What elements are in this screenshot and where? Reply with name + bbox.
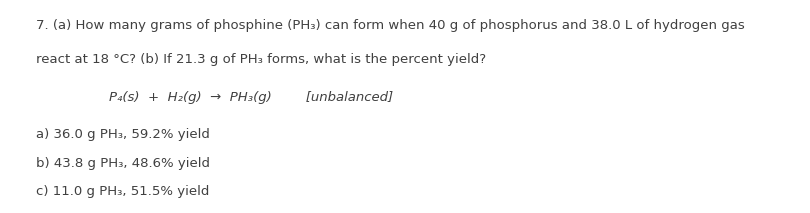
Text: react at 18 °C? (b) If 21.3 g of PH₃ forms, what is the percent yield?: react at 18 °C? (b) If 21.3 g of PH₃ for…	[36, 53, 487, 66]
Text: 7. (a) How many grams of phosphine (PH₃) can form when 40 g of phosphorus and 38: 7. (a) How many grams of phosphine (PH₃)…	[36, 19, 745, 32]
Text: b) 43.8 g PH₃, 48.6% yield: b) 43.8 g PH₃, 48.6% yield	[36, 157, 211, 170]
Text: a) 36.0 g PH₃, 59.2% yield: a) 36.0 g PH₃, 59.2% yield	[36, 128, 211, 141]
Text: P₄(s)  +  H₂(g)  →  PH₃(g)        [unbalanced]: P₄(s) + H₂(g) → PH₃(g) [unbalanced]	[109, 91, 394, 104]
Text: c) 11.0 g PH₃, 51.5% yield: c) 11.0 g PH₃, 51.5% yield	[36, 185, 210, 198]
